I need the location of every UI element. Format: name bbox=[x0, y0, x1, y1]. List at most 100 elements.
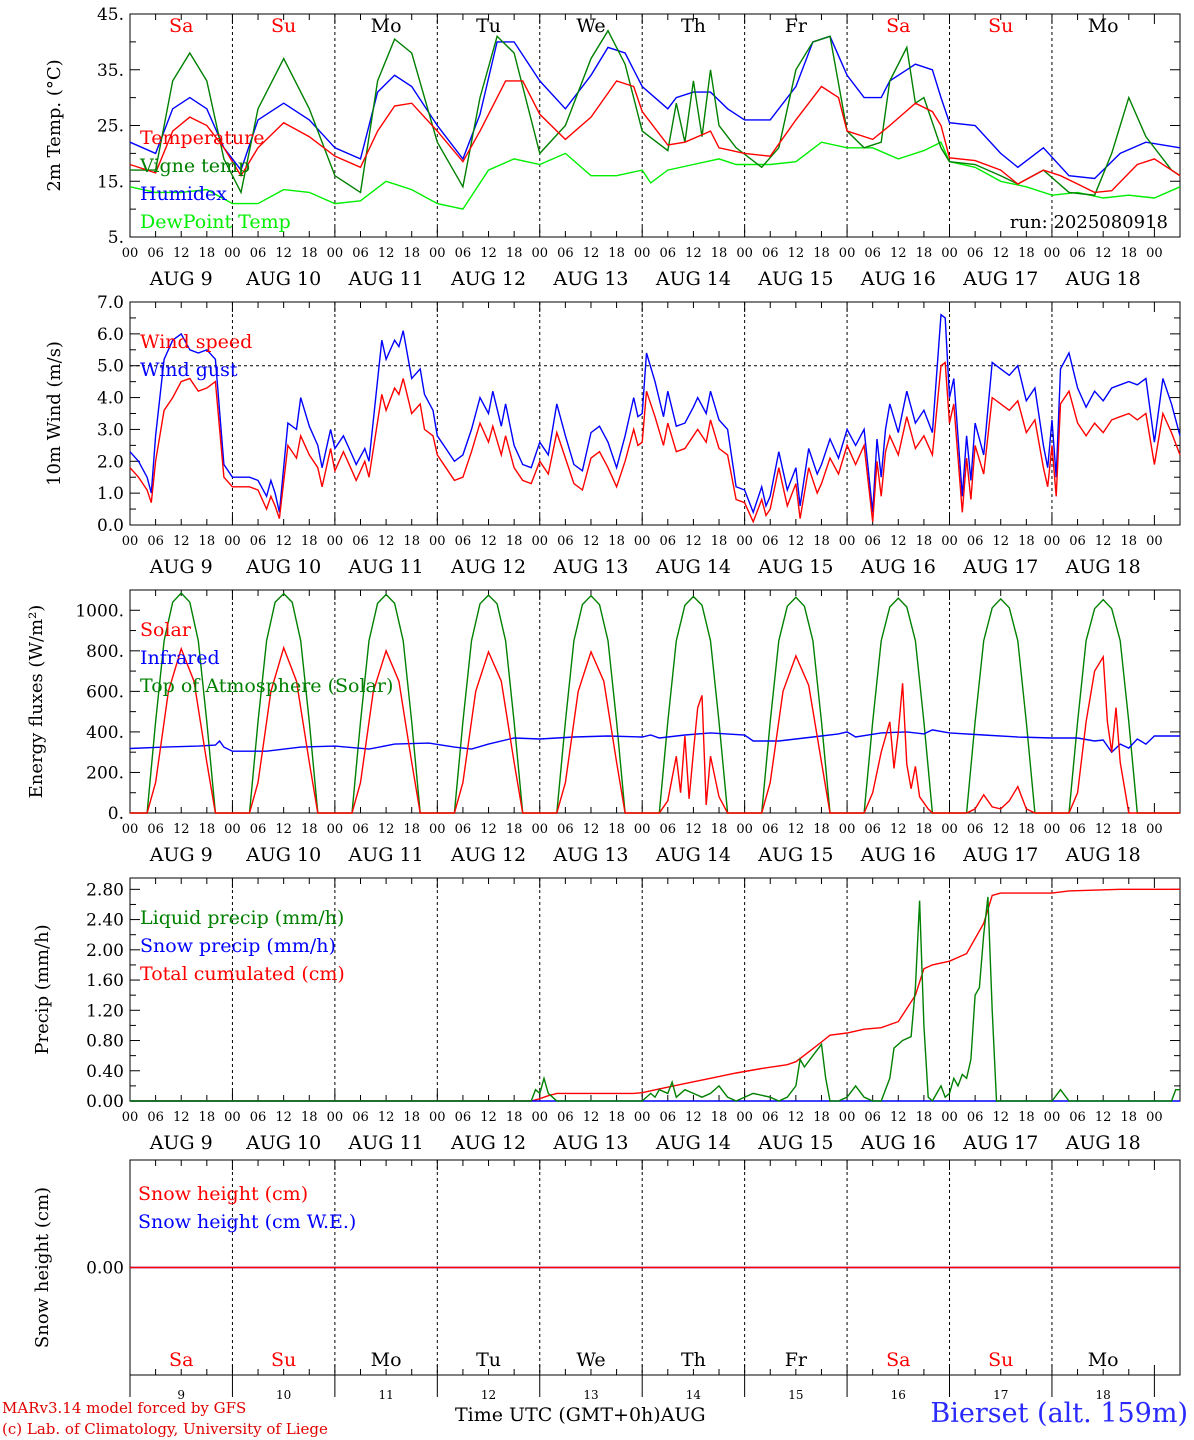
y-tick-label: 2.0 bbox=[97, 452, 124, 472]
y-tick-label: 0.80 bbox=[86, 1032, 124, 1052]
weekday-label: Mo bbox=[371, 15, 402, 37]
x-date-label: AUG 13 bbox=[552, 268, 628, 290]
legend-entry: Wind speed bbox=[140, 331, 252, 353]
x-date-label: AUG 12 bbox=[450, 268, 526, 290]
x-hour-label: 12 bbox=[173, 534, 190, 549]
weekday-label: Mo bbox=[371, 1349, 402, 1371]
x-hour-label: 06 bbox=[250, 246, 267, 261]
x-hour-label: 00 bbox=[839, 534, 856, 549]
x-hour-label: 00 bbox=[1146, 534, 1163, 549]
weekday-label: Tu bbox=[476, 1349, 501, 1371]
legend-entry: DewPoint Temp bbox=[140, 211, 291, 233]
x-hour-label: 12 bbox=[173, 822, 190, 837]
x-date-label: AUG 14 bbox=[655, 268, 731, 290]
x-hour-label: 00 bbox=[224, 1110, 241, 1125]
y-tick-label: 0.0 bbox=[97, 516, 124, 536]
x-hour-label: 00 bbox=[736, 246, 753, 261]
x-hour-label: 06 bbox=[352, 534, 369, 549]
x-hour-label: 00 bbox=[122, 1110, 139, 1125]
x-hour-label: 06 bbox=[762, 534, 779, 549]
x-hour-label: 12 bbox=[890, 534, 907, 549]
x-date-label: AUG 10 bbox=[245, 844, 321, 866]
x-hour-label: 18 bbox=[916, 246, 933, 261]
day-number-label: 11 bbox=[378, 1388, 393, 1402]
legend-entry: Snow precip (mm/h) bbox=[140, 935, 336, 957]
x-hour-label: 06 bbox=[762, 822, 779, 837]
x-hour-label: 00 bbox=[122, 246, 139, 261]
day-number-label: 10 bbox=[276, 1388, 291, 1402]
y-axis-label: Precip (mm/h) bbox=[32, 924, 53, 1054]
x-date-label: AUG 17 bbox=[962, 844, 1038, 866]
weekday-label: We bbox=[576, 15, 605, 37]
weekday-label: Su bbox=[271, 15, 296, 37]
x-hour-label: 12 bbox=[1095, 534, 1112, 549]
x-date-label: AUG 9 bbox=[149, 268, 213, 290]
y-tick-label: 0. bbox=[108, 804, 124, 824]
weekday-label: We bbox=[576, 1349, 605, 1371]
x-date-label: AUG 16 bbox=[860, 844, 936, 866]
x-hour-label: 12 bbox=[1095, 1110, 1112, 1125]
x-hour-label: 00 bbox=[429, 246, 446, 261]
run-label: run: 2025080918 bbox=[1010, 212, 1168, 233]
x-hour-label: 06 bbox=[352, 822, 369, 837]
x-date-label: AUG 14 bbox=[655, 1132, 731, 1154]
x-hour-label: 18 bbox=[1018, 246, 1035, 261]
x-date-label: AUG 12 bbox=[450, 1132, 526, 1154]
y-tick-label: 0.00 bbox=[86, 1259, 124, 1279]
y-tick-label: 6.0 bbox=[97, 325, 124, 345]
x-hour-label: 18 bbox=[1121, 822, 1138, 837]
weekday-label: Su bbox=[988, 15, 1013, 37]
x-hour-label: 18 bbox=[506, 534, 523, 549]
weekday-label: Th bbox=[681, 1349, 706, 1371]
x-hour-label: 18 bbox=[916, 1110, 933, 1125]
legend-entry: Wind gust bbox=[140, 359, 238, 381]
legend-entry: Solar bbox=[140, 619, 192, 641]
x-date-label: AUG 16 bbox=[860, 268, 936, 290]
x-hour-label: 12 bbox=[480, 246, 497, 261]
x-date-label: AUG 15 bbox=[757, 268, 833, 290]
x-hour-label: 18 bbox=[506, 246, 523, 261]
weekday-label: Fr bbox=[785, 15, 808, 37]
plot-frame-2 bbox=[129, 301, 1181, 526]
x-hour-label: 12 bbox=[1095, 246, 1112, 261]
y-axis-label: 10m Wind (m/s) bbox=[44, 341, 65, 486]
x-hour-label: 00 bbox=[327, 534, 344, 549]
weekday-label: Sa bbox=[886, 1349, 910, 1371]
x-hour-label: 18 bbox=[711, 246, 728, 261]
x-hour-label: 00 bbox=[531, 534, 548, 549]
x-hour-label: 06 bbox=[864, 246, 881, 261]
x-hour-label: 06 bbox=[967, 534, 984, 549]
series-line bbox=[130, 29, 1181, 196]
y-tick-label: 5. bbox=[108, 228, 124, 248]
x-hour-label: 18 bbox=[813, 822, 830, 837]
x-hour-label: 00 bbox=[429, 822, 446, 837]
x-date-label: AUG 9 bbox=[149, 844, 213, 866]
x-hour-label: 06 bbox=[557, 246, 574, 261]
x-hour-label: 06 bbox=[864, 534, 881, 549]
y-tick-label: 600. bbox=[86, 682, 124, 702]
x-hour-label: 12 bbox=[890, 1110, 907, 1125]
y-axis-label: Energy fluxes (W/m²) bbox=[26, 605, 47, 799]
x-hour-label: 06 bbox=[557, 1110, 574, 1125]
x-hour-label: 18 bbox=[403, 534, 420, 549]
weekday-label: Sa bbox=[886, 15, 910, 37]
y-tick-label: 2.80 bbox=[86, 880, 124, 900]
x-hour-label: 12 bbox=[788, 246, 805, 261]
x-hour-label: 18 bbox=[403, 246, 420, 261]
x-hour-label: 18 bbox=[711, 534, 728, 549]
weekday-label: Su bbox=[271, 1349, 296, 1371]
x-hour-label: 06 bbox=[455, 822, 472, 837]
x-hour-label: 18 bbox=[1121, 246, 1138, 261]
x-date-label: AUG 11 bbox=[348, 1132, 424, 1154]
y-tick-label: 4.0 bbox=[97, 389, 124, 409]
x-date-label: AUG 12 bbox=[450, 556, 526, 578]
x-date-label: AUG 14 bbox=[655, 556, 731, 578]
x-hour-label: 00 bbox=[1146, 1110, 1163, 1125]
x-axis-month: AUG bbox=[660, 1404, 706, 1426]
x-hour-label: 06 bbox=[660, 534, 677, 549]
legend-entry: Temperature bbox=[140, 127, 264, 149]
x-hour-label: 18 bbox=[301, 246, 318, 261]
x-hour-label: 00 bbox=[1044, 1110, 1061, 1125]
y-tick-label: 2.00 bbox=[86, 941, 124, 961]
